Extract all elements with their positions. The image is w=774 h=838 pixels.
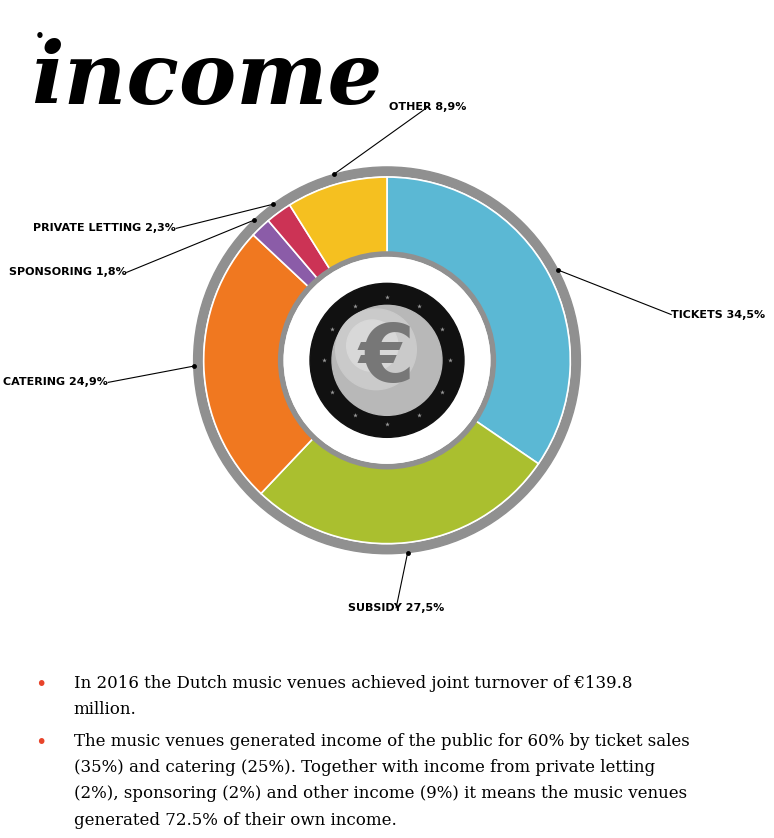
Wedge shape xyxy=(261,421,539,544)
Text: The music venues generated income of the public for 60% by ticket sales
(35%) an: The music venues generated income of the… xyxy=(74,733,690,829)
Text: €: € xyxy=(359,321,415,400)
Text: •: • xyxy=(35,675,46,694)
Wedge shape xyxy=(387,177,570,463)
Text: income: income xyxy=(31,38,382,122)
Text: SPONSORING 1,8%: SPONSORING 1,8% xyxy=(9,267,127,277)
Wedge shape xyxy=(289,177,387,270)
Text: PRIVATE LETTING 2,3%: PRIVATE LETTING 2,3% xyxy=(33,224,176,233)
Circle shape xyxy=(284,258,490,463)
Text: OTHER 8,9%: OTHER 8,9% xyxy=(389,102,466,112)
Wedge shape xyxy=(269,205,330,279)
Circle shape xyxy=(204,177,570,544)
Circle shape xyxy=(332,305,442,416)
Text: TICKETS 34,5%: TICKETS 34,5% xyxy=(671,309,765,319)
Circle shape xyxy=(194,167,580,554)
Circle shape xyxy=(336,309,416,390)
Text: SUBSIDY 27,5%: SUBSIDY 27,5% xyxy=(348,603,444,613)
Wedge shape xyxy=(204,235,314,494)
Circle shape xyxy=(310,283,464,437)
Text: CATERING 24,9%: CATERING 24,9% xyxy=(4,377,108,387)
Text: In 2016 the Dutch music venues achieved joint turnover of €139.8
million.: In 2016 the Dutch music venues achieved … xyxy=(74,675,632,717)
Circle shape xyxy=(347,320,398,371)
Wedge shape xyxy=(253,220,318,287)
Text: •: • xyxy=(35,733,46,753)
Text: •: • xyxy=(35,29,45,44)
